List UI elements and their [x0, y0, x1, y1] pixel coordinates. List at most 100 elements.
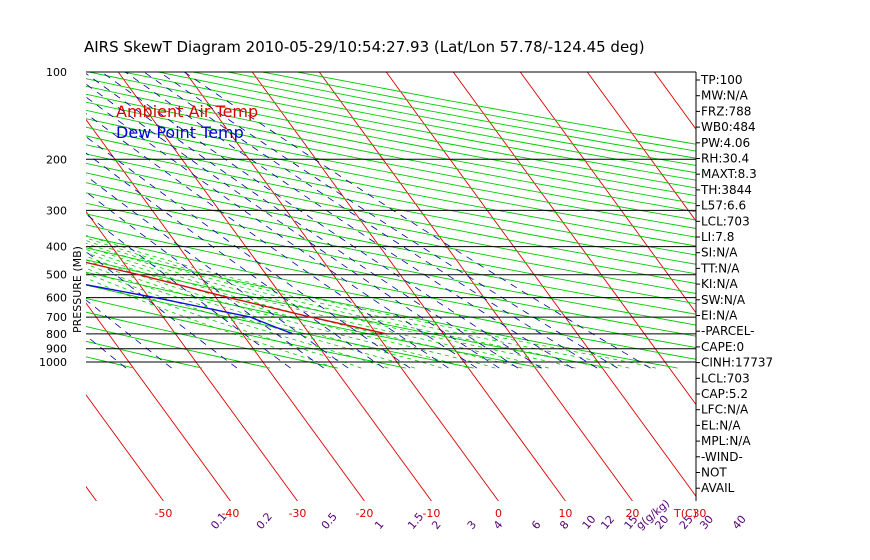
- mixing-ratio-tick-label: 1: [372, 518, 386, 532]
- dry-adiabat-line: [86, 78, 696, 197]
- dry-adiabat-line: [86, 340, 202, 369]
- bottom-temperature-tick-labels: -50 -40 -30 -20 -10 0 10 20 30T(C): [154, 507, 706, 520]
- dew-point-temp-line: [86, 284, 293, 335]
- dry-adiabat-line: [86, 144, 696, 265]
- legend-dew-point-temp: Dew Point Temp: [116, 123, 244, 142]
- mixing-ratio-line: [86, 152, 385, 369]
- stability-index-label: MPL:N/A: [701, 434, 751, 448]
- stability-index-label: EI:N/A: [701, 309, 738, 323]
- bottom-temp-tick-label: -50: [154, 507, 172, 520]
- isotherm-line: [86, 118, 365, 501]
- dry-adiabat-line: [86, 109, 696, 229]
- bottom-unit-label: T(C): [673, 507, 697, 520]
- dry-adiabat-line: [86, 126, 696, 247]
- mixing-ratio-line: [86, 96, 478, 369]
- pressure-tick-label: 800: [46, 328, 67, 341]
- bottom-temp-tick-label: -20: [355, 507, 373, 520]
- dry-adiabat-line: [86, 235, 696, 360]
- mixing-ratio-line: [86, 136, 411, 369]
- isotherm-line: [0, 72, 29, 501]
- bottom-temp-tick-label: 10: [558, 507, 572, 520]
- moist-adiabat-line: [86, 237, 630, 369]
- dry-adiabat-line: [86, 297, 406, 369]
- isotherm-line: [586, 72, 696, 222]
- pressure-isobars: [86, 71, 697, 501]
- stability-index-label: CAPE:0: [701, 340, 744, 354]
- stability-index-label: FRZ:788: [701, 104, 751, 118]
- stability-index-label: AVAIL: [701, 481, 735, 495]
- legend-ambient-air-temp: Ambient Air Temp: [116, 102, 258, 121]
- pressure-tick-label: 500: [46, 269, 67, 282]
- mixing-ratio-line: [86, 175, 349, 369]
- bottom-temp-tick-label: -10: [422, 507, 440, 520]
- mixing-ratio-tick-label: 4: [491, 518, 505, 532]
- mixing-ratio-line: [159, 72, 618, 369]
- dry-adiabat-line: [86, 271, 542, 369]
- bottom-temp-tick-label: 20: [625, 507, 639, 520]
- mixing-ratio-tick-label: 10: [580, 513, 599, 532]
- mixing-ratio-line: [143, 72, 598, 369]
- isotherm-line: [86, 302, 231, 501]
- stability-index-label: RH:30.4: [701, 152, 749, 166]
- mixing-ratio-tick-label: 0.5: [319, 510, 340, 532]
- background-lines: [0, 72, 696, 501]
- isotherm-line: [452, 72, 696, 406]
- bottom-temp-tick-label: -30: [288, 507, 306, 520]
- moist-adiabat-line: [86, 263, 416, 369]
- moist-adiabat-line: [86, 272, 362, 369]
- dry-adiabat-line: [86, 93, 696, 213]
- bottom-temp-tick-label: -40: [221, 507, 239, 520]
- dry-adiabat-line: [86, 311, 338, 369]
- mixing-ratio-tick-label: 6: [529, 518, 543, 532]
- dry-adiabat-line: [86, 135, 696, 256]
- mixing-ratio-line: [86, 335, 127, 369]
- mixing-ratio-tick-label: 40: [730, 513, 749, 532]
- stability-index-label: LFC:N/A: [701, 403, 749, 417]
- stability-index-label: TT:N/A: [700, 261, 740, 275]
- dry-adiabat-line: [86, 326, 270, 369]
- mixing-ratio-tick-label: 8: [557, 518, 571, 532]
- moist-adiabat-line: [86, 242, 576, 369]
- stability-index-label: EL:N/A: [701, 418, 741, 432]
- isotherm-line: [86, 210, 298, 501]
- mixing-ratio-line: [86, 83, 500, 369]
- stability-index-label: CINH:17737: [701, 356, 773, 370]
- pressure-tick-label: 100: [46, 66, 67, 79]
- dry-adiabat-line: [86, 85, 696, 205]
- stability-index-label: TH:3844: [700, 183, 752, 197]
- dry-adiabat-line: [86, 213, 696, 337]
- bottom-temp-tick-label: 0: [495, 507, 502, 520]
- dry-adiabat-line: [86, 153, 696, 275]
- dry-adiabat-line: [86, 118, 696, 238]
- dry-adiabat-line: [86, 192, 696, 315]
- stability-index-label: -WIND-: [701, 450, 743, 464]
- moist-adiabat-line: [86, 252, 496, 369]
- pressure-tick-label: 400: [46, 241, 67, 254]
- dry-adiabat-line: [86, 182, 696, 305]
- stability-index-label: KI:N/A: [701, 277, 738, 291]
- mixing-ratio-tick-label: 2: [429, 518, 443, 532]
- moist-adiabat-line: [86, 245, 550, 369]
- moist-adiabat-line: [86, 248, 523, 369]
- stability-index-label: SI:N/A: [701, 246, 738, 260]
- dry-adiabat-line: [86, 247, 678, 369]
- pressure-tick-label: 600: [46, 292, 67, 305]
- stability-index-label: SW:N/A: [701, 293, 746, 307]
- bottom-temp-tick-label: 30: [692, 507, 706, 520]
- isotherm-line: [653, 72, 696, 130]
- stability-index-label: PW:4.06: [701, 136, 750, 150]
- pressure-tick-label: 1000: [39, 356, 67, 369]
- stability-index-label: MAXT:8.3: [701, 167, 757, 181]
- pressure-tick-label: 700: [46, 311, 67, 324]
- stability-index-label: NOT: [701, 466, 727, 480]
- isotherm-line: [86, 394, 164, 501]
- dry-adiabat-line: [86, 202, 696, 326]
- pressure-tick-label: 200: [46, 153, 67, 166]
- moist-adiabat-line: [86, 234, 657, 369]
- chart-title: AIRS SkewT Diagram 2010-05-29/10:54:27.9…: [84, 38, 645, 56]
- y-axis-label: PRESSURE (MB): [71, 246, 84, 333]
- dry-adiabat-line: [86, 284, 474, 369]
- stability-index-label: MW:N/A: [701, 89, 749, 103]
